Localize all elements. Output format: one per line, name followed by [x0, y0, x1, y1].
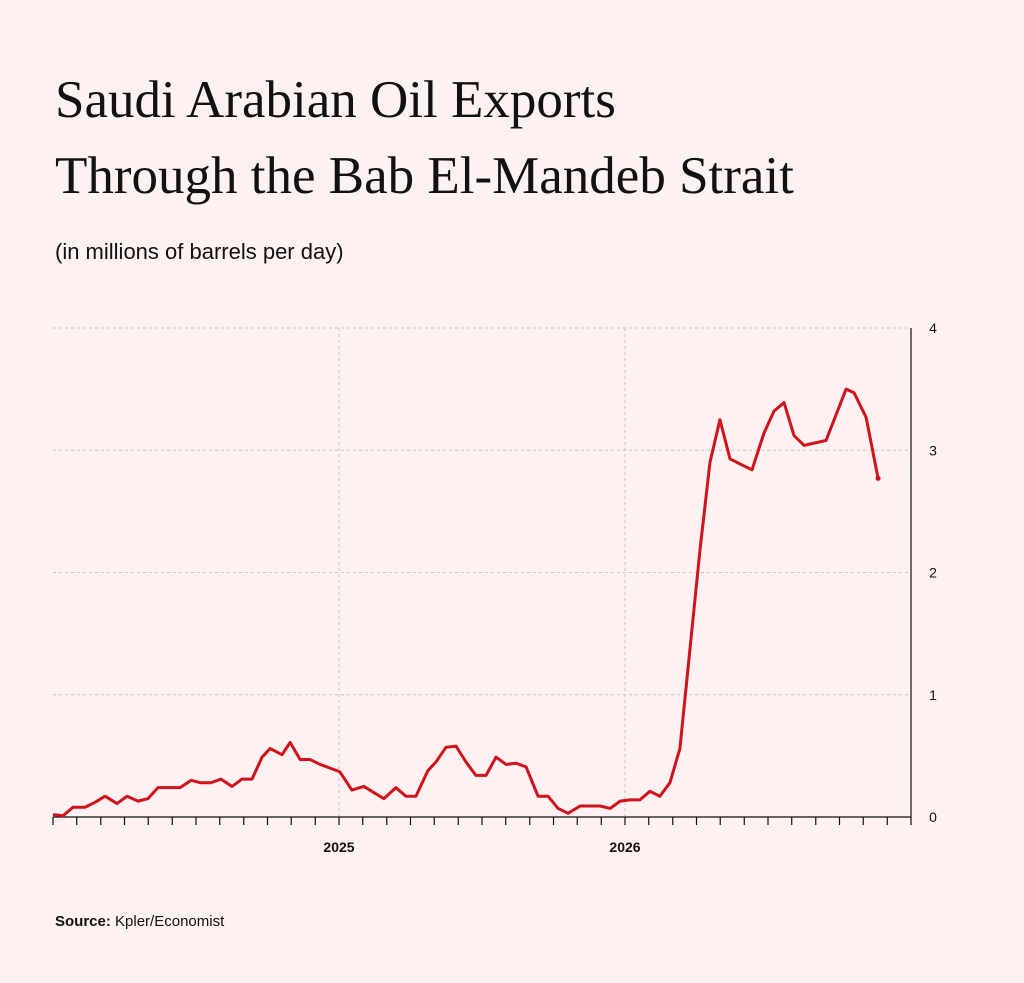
y-tick-label: 3 — [929, 442, 937, 458]
x-tick-label: 2026 — [609, 839, 640, 855]
chart-title: Saudi Arabian Oil Exports — [55, 71, 616, 129]
source-label: Source: — [55, 913, 111, 930]
end-point — [875, 475, 881, 481]
source: Source: Kpler/Economist — [55, 913, 225, 930]
y-tick-label: 0 — [929, 809, 937, 825]
chart-title: Through the Bab El-Mandeb Strait — [55, 147, 794, 205]
y-tick-label: 2 — [929, 565, 937, 581]
x-tick-label: 2025 — [323, 839, 354, 855]
y-tick-label: 4 — [929, 320, 937, 336]
chart-subtitle: (in millions of barrels per day) — [55, 239, 344, 264]
line — [52, 387, 880, 818]
y-tick-label: 1 — [929, 687, 937, 703]
source-text: Kpler/Economist — [115, 913, 225, 930]
